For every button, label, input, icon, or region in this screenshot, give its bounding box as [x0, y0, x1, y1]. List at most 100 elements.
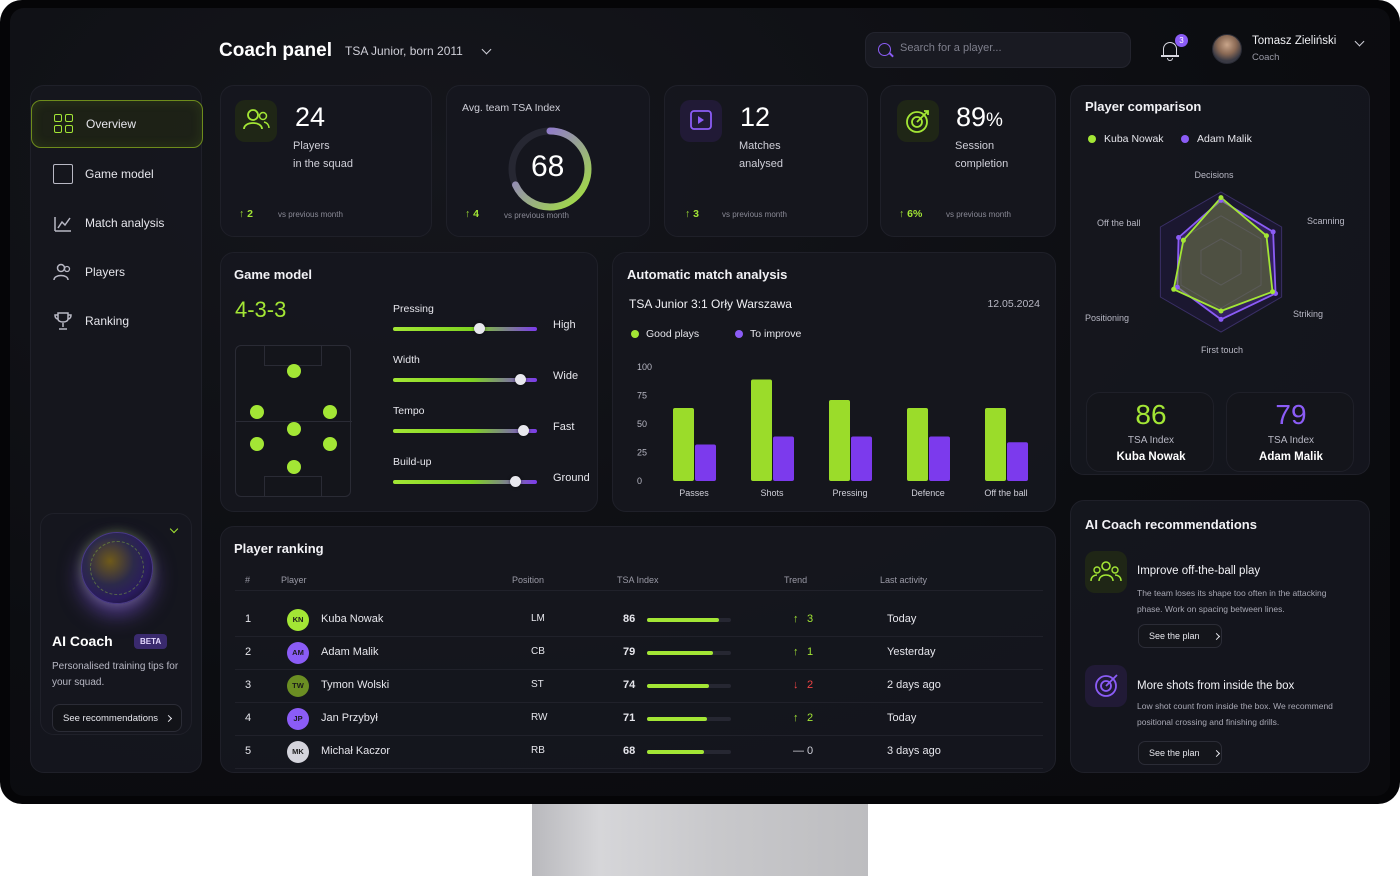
player-name-cell[interactable]: Jan Przybył: [321, 712, 378, 724]
trend-cell: 2: [807, 712, 814, 724]
arrow-right-icon: [1212, 632, 1220, 640]
formation-label: 4-3-3: [235, 297, 287, 322]
rec-2-title: More shots from inside the box: [1137, 680, 1295, 692]
search-icon: [878, 43, 891, 56]
player-comparison-title: Player comparison: [1085, 99, 1202, 114]
players-label: Players: [293, 140, 330, 152]
collapse-chevron-icon[interactable]: [169, 524, 179, 534]
player-name-cell[interactable]: Michał Kaczor: [321, 745, 391, 757]
player-dot: [287, 422, 301, 436]
search-input[interactable]: [900, 42, 1120, 54]
x-category-label: Passes: [679, 488, 709, 498]
player-name-cell[interactable]: Tymon Wolski: [321, 679, 390, 691]
player-comparison-card: Player comparison Kuba Nowak Adam Malik …: [1070, 85, 1370, 475]
matches-trend: ↑ 3: [685, 208, 700, 220]
index-label-a: TSA Index: [1127, 435, 1175, 446]
player-avatar: KN: [287, 609, 309, 631]
ai-recommendations-card: AI Coach recommendations Improve off-the…: [1070, 500, 1370, 773]
see-plan-button-1[interactable]: See the plan: [1138, 624, 1222, 648]
player-dot: [250, 405, 264, 419]
sidebar-item-game-model[interactable]: Game model: [31, 150, 203, 198]
matches-count: 12: [740, 102, 771, 132]
ai-coach-card: AI Coach BETA Personalised training tips…: [40, 513, 192, 735]
matches-vs: vs previous month: [722, 210, 787, 219]
rank-cell: 2: [245, 646, 252, 658]
bell-icon[interactable]: [1160, 38, 1182, 62]
session-vs: vs previous month: [946, 210, 1011, 219]
sidebar-item-overview[interactable]: Overview: [31, 100, 203, 148]
slider-track[interactable]: [393, 476, 537, 487]
radar-point-b: [1270, 229, 1276, 235]
slider-knob[interactable]: [517, 425, 529, 436]
user-name[interactable]: Tomasz Zieliński: [1252, 35, 1337, 47]
sidebar-item-label: Ranking: [85, 314, 130, 328]
table-row[interactable]: 4 JP Jan Przybył RW 71 ↑ 2 Today: [235, 703, 1043, 736]
player-dot: [323, 405, 337, 419]
arrow-right-icon: [165, 714, 173, 722]
match-score: TSA Junior 3:1 Orły Warszawa: [629, 297, 792, 311]
slider-knob[interactable]: [514, 374, 526, 385]
trophy-icon: [53, 311, 73, 331]
radar-point-a: [1263, 233, 1269, 239]
button-label: See the plan: [1149, 631, 1200, 641]
beta-badge: BETA: [134, 634, 168, 649]
rank-cell: 1: [245, 613, 252, 625]
player-name-cell[interactable]: Adam Malik: [321, 646, 379, 658]
col-header-rank: #: [245, 575, 251, 585]
button-label: See recommendations: [63, 712, 159, 724]
search-box[interactable]: [865, 32, 1131, 68]
col-header-tsa: TSA Index: [617, 575, 659, 585]
index-card-player-b: 79 TSA Index Adam Malik: [1226, 392, 1354, 472]
sidebar-item-match-analysis[interactable]: Match analysis: [31, 199, 203, 247]
table-row[interactable]: 5 MK Michał Kaczor RB 68 — 0 3 days ago: [235, 736, 1043, 769]
table-row[interactable]: 1 KN Kuba Nowak LM 86 ↑ 3 Today: [235, 604, 1043, 637]
user-menu-chevron-icon[interactable]: [1354, 36, 1365, 47]
sidebar-item-ranking[interactable]: Ranking: [31, 297, 203, 345]
user-avatar[interactable]: [1212, 34, 1242, 64]
target-icon: [897, 100, 939, 142]
team-selector[interactable]: TSA Junior, born 2011: [345, 44, 492, 58]
trend-arrow-icon: ↓: [793, 679, 799, 691]
match-bar-chart: 0 25 50 75 100 Passes Shots Pressing Defence Off …: [637, 362, 1028, 498]
radar-axis-label: Striking: [1293, 309, 1323, 319]
slider-track[interactable]: [393, 425, 537, 436]
legend-player-b: Adam Malik: [1181, 133, 1252, 145]
slider-track[interactable]: [393, 374, 537, 385]
radar-point-a: [1218, 308, 1224, 314]
radar-axis-label: Scanning: [1307, 216, 1345, 226]
see-plan-button-2[interactable]: See the plan: [1138, 741, 1222, 765]
slider-knob[interactable]: [474, 323, 486, 334]
col-header-player: Player: [281, 575, 307, 585]
table-row[interactable]: 2 AM Adam Malik CB 79 ↑ 1 Yesterday: [235, 637, 1043, 670]
player-avatar: JP: [287, 708, 309, 730]
ai-coach-title: AI Coach: [52, 633, 113, 649]
stat-card-matches: 12 Matches analysed ↑ 3 vs previous mont…: [664, 85, 868, 237]
session-label-2: completion: [955, 158, 1009, 170]
radar-axis-label: Decisions: [1194, 170, 1234, 180]
player-name-cell[interactable]: Kuba Nowak: [321, 613, 384, 625]
bar-improve: [773, 436, 794, 481]
y-tick-label: 25: [637, 448, 647, 458]
legend-improve: To improve: [735, 328, 801, 340]
matches-label: Matches: [739, 140, 781, 152]
team-icon: [1085, 551, 1127, 593]
chart-icon: [53, 213, 73, 233]
see-recommendations-button[interactable]: See recommendations: [52, 704, 182, 732]
slider-track[interactable]: [393, 323, 537, 334]
table-row[interactable]: 3 TW Tymon Wolski ST 74 ↓ 2 2 days ago: [235, 670, 1043, 703]
slider-knob[interactable]: [510, 476, 522, 487]
video-play-icon: [680, 100, 722, 142]
x-category-label: Shots: [760, 488, 784, 498]
rank-cell: 5: [245, 745, 252, 757]
sidebar-item-label: Players: [85, 265, 126, 279]
sidebar-item-label: Game model: [85, 167, 154, 181]
trend-cell: 3: [807, 613, 814, 625]
sidebar-item-players[interactable]: Players: [31, 248, 203, 296]
radar-point-a: [1180, 237, 1186, 243]
bar-good: [673, 408, 694, 481]
radar-point-b: [1174, 284, 1180, 290]
players-icon: [235, 100, 277, 142]
players-count: 24: [295, 102, 326, 132]
x-category-label: Pressing: [832, 488, 867, 498]
players-icon: [53, 262, 73, 282]
